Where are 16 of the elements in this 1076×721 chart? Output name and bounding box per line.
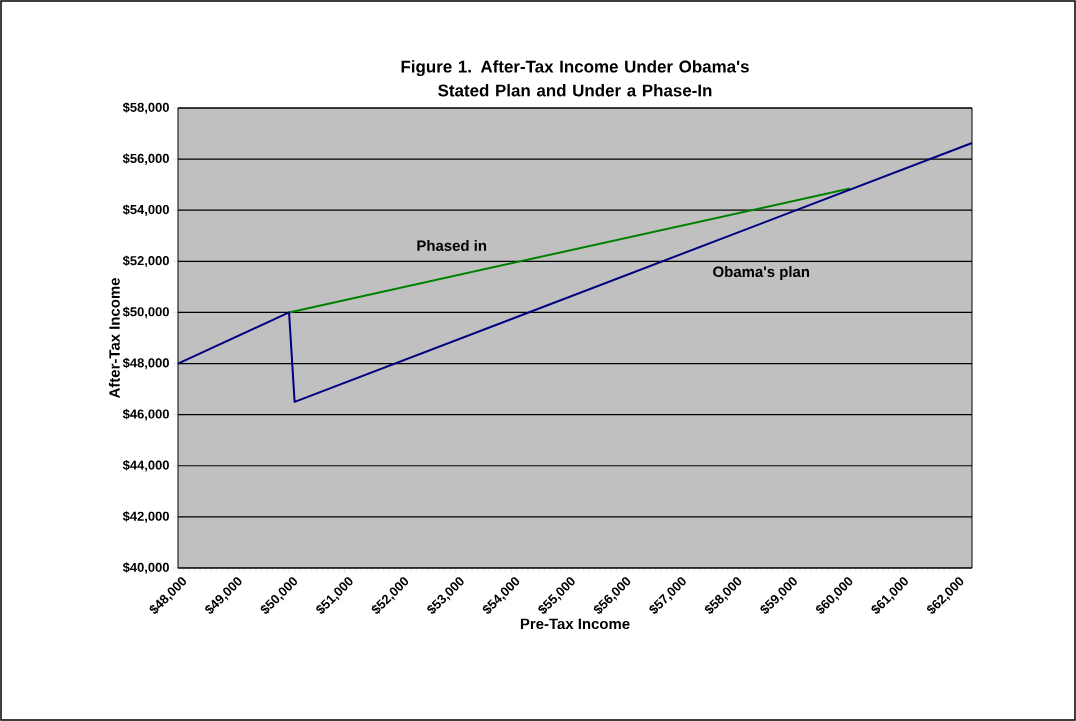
x-axis-title: Pre-Tax Income <box>520 618 630 630</box>
chart-title: Figure 1. After-Tax Income Under Obama's Stated Plan and Under a Phase-In <box>401 60 749 97</box>
y-axis-title: After-Tax Income <box>108 278 120 399</box>
y-tick-label: $52,000 <box>122 255 169 268</box>
y-tick-label: $58,000 <box>122 102 169 114</box>
y-tick-label: $44,000 <box>122 459 169 472</box>
line-series <box>177 141 974 403</box>
series-label: Phased in <box>417 239 487 251</box>
y-tick-label: $42,000 <box>122 511 169 523</box>
y-tick-label: $50,000 <box>122 306 169 319</box>
y-tick-label: $56,000 <box>122 153 169 165</box>
y-tick-label: $40,000 <box>122 562 169 574</box>
series-label: Obama's plan <box>713 266 810 280</box>
y-tick-label: $54,000 <box>122 204 169 217</box>
y-tick-label: $48,000 <box>122 357 169 370</box>
y-tick-label: $46,000 <box>122 408 169 421</box>
